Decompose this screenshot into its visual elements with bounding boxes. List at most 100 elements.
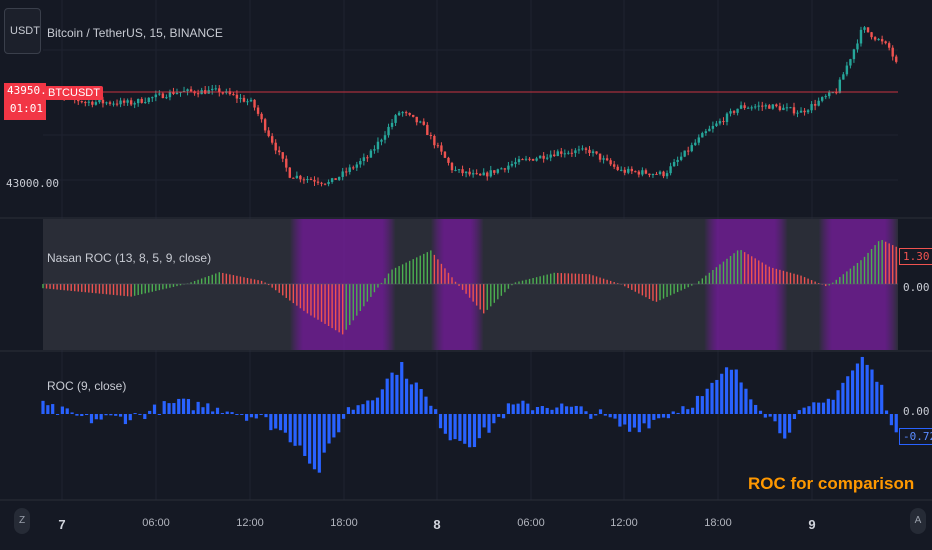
currency-button[interactable]: USDT bbox=[4, 8, 41, 54]
time-label: 7 bbox=[58, 517, 66, 532]
candle bbox=[302, 179, 306, 181]
roc-bar bbox=[855, 363, 860, 414]
candle bbox=[764, 105, 767, 107]
candle bbox=[813, 104, 817, 106]
candle bbox=[701, 133, 704, 138]
roc-bar bbox=[710, 382, 714, 414]
candle bbox=[214, 88, 217, 90]
candle bbox=[782, 107, 785, 111]
candle bbox=[556, 151, 559, 157]
candle bbox=[796, 112, 799, 114]
roc-bar bbox=[429, 405, 433, 414]
zoom-reset-button[interactable]: Z bbox=[14, 508, 30, 534]
roc-bar bbox=[356, 405, 360, 414]
candle bbox=[158, 93, 161, 95]
roc-bar bbox=[463, 414, 467, 444]
candle bbox=[77, 99, 80, 102]
candle bbox=[84, 102, 87, 104]
candle bbox=[390, 122, 394, 127]
candle bbox=[468, 171, 471, 175]
roc-bar bbox=[206, 403, 210, 414]
nasan-value-label: 1.30 bbox=[899, 248, 932, 265]
roc-bar bbox=[613, 414, 617, 419]
roc-bar bbox=[482, 414, 486, 428]
candle bbox=[422, 121, 425, 125]
candle bbox=[91, 101, 94, 105]
candle bbox=[669, 166, 672, 174]
candle bbox=[725, 113, 729, 123]
roc-bar bbox=[889, 414, 893, 426]
roc-bar bbox=[531, 410, 535, 414]
candle bbox=[799, 110, 803, 113]
candle bbox=[687, 150, 690, 152]
candle bbox=[362, 157, 366, 162]
symbol-title[interactable]: Bitcoin / TetherUS, 15, BINANCE bbox=[47, 26, 223, 40]
roc-bar bbox=[492, 414, 496, 424]
roc-bar bbox=[501, 414, 506, 419]
candle bbox=[253, 99, 256, 108]
roc-bar bbox=[749, 399, 753, 414]
roc-bar bbox=[579, 406, 583, 414]
roc-bar bbox=[211, 411, 215, 414]
candle bbox=[856, 43, 859, 50]
roc-bar bbox=[778, 414, 782, 434]
roc-bar bbox=[404, 378, 409, 414]
candle bbox=[849, 59, 852, 66]
roc-bar bbox=[89, 414, 94, 424]
roc-bar bbox=[75, 414, 79, 416]
auto-scale-button[interactable]: A bbox=[910, 508, 926, 534]
roc-histogram bbox=[41, 356, 898, 473]
candle bbox=[161, 93, 165, 99]
roc-bar bbox=[448, 414, 452, 441]
candle bbox=[486, 172, 489, 177]
roc-bar bbox=[511, 404, 515, 414]
candle bbox=[429, 135, 433, 137]
candle bbox=[140, 98, 143, 103]
candle bbox=[517, 159, 521, 163]
candle bbox=[859, 29, 863, 44]
candle bbox=[151, 97, 154, 99]
candle bbox=[820, 97, 824, 101]
candle bbox=[891, 47, 894, 57]
roc-title[interactable]: ROC (9, close) bbox=[47, 379, 127, 393]
roc-bar bbox=[661, 414, 666, 418]
roc-bar bbox=[569, 406, 574, 414]
candle bbox=[270, 136, 274, 143]
candle bbox=[884, 41, 887, 44]
time-label: 12:00 bbox=[236, 517, 264, 529]
candle bbox=[126, 100, 129, 103]
roc-bar bbox=[773, 414, 777, 422]
candle bbox=[352, 167, 355, 169]
candle bbox=[239, 97, 242, 99]
roc-bar bbox=[424, 396, 428, 414]
roc-bar bbox=[118, 414, 123, 417]
roc-bar bbox=[240, 414, 244, 415]
candle bbox=[101, 99, 105, 104]
roc-bar bbox=[109, 414, 113, 416]
candle bbox=[845, 65, 849, 75]
roc-bar bbox=[245, 414, 249, 421]
candle bbox=[877, 39, 880, 41]
candle bbox=[288, 167, 292, 178]
candle bbox=[510, 163, 514, 166]
candle bbox=[736, 108, 739, 113]
roc-bar bbox=[80, 414, 84, 417]
nasan-roc-title[interactable]: Nasan ROC (13, 8, 5, 9, close) bbox=[47, 251, 212, 265]
candle bbox=[144, 102, 147, 104]
candle bbox=[129, 100, 133, 105]
roc-bar bbox=[419, 389, 423, 414]
roc-bar bbox=[230, 412, 234, 414]
roc-bar bbox=[550, 409, 554, 414]
candle bbox=[817, 100, 820, 106]
roc-bar bbox=[220, 412, 224, 414]
roc-bar bbox=[157, 414, 161, 415]
roc-bar bbox=[269, 414, 273, 431]
candle bbox=[718, 121, 722, 124]
candle bbox=[475, 173, 478, 175]
roc-bar bbox=[691, 407, 695, 414]
roc-bar bbox=[152, 404, 157, 414]
roc-bar bbox=[666, 414, 670, 419]
roc-bar bbox=[705, 388, 709, 414]
candle bbox=[493, 170, 496, 173]
